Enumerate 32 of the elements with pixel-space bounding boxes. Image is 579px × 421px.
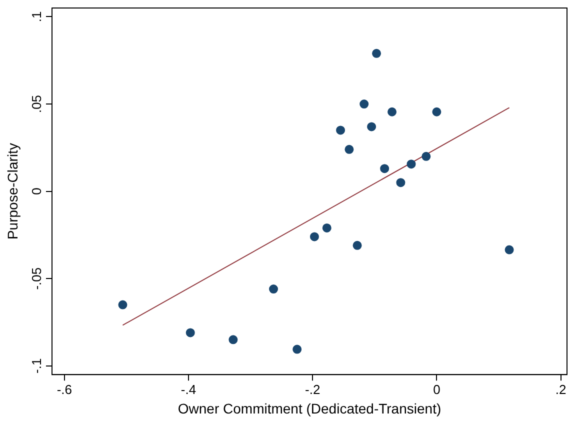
x-tick-label: 0	[433, 382, 440, 397]
x-tick-label: -.6	[56, 382, 72, 397]
point	[269, 284, 278, 294]
y-tick-label: -.1	[29, 358, 44, 374]
point	[422, 152, 431, 161]
point	[406, 160, 416, 169]
point	[292, 344, 302, 354]
point	[344, 144, 354, 154]
y-axis-title: Purpose-Clarity	[4, 143, 20, 240]
y-tick-label: .1	[29, 11, 44, 22]
x-tick-label: -.4	[180, 382, 196, 397]
x-tick-label: -.2	[305, 382, 320, 397]
point	[360, 100, 369, 109]
x-axis-title: Owner Commitment (Dedicated-Transient)	[178, 400, 442, 416]
point	[380, 164, 390, 174]
point	[396, 178, 406, 188]
point	[367, 122, 376, 132]
y-tick-label: .05	[29, 94, 44, 114]
point	[186, 328, 195, 338]
point	[310, 232, 319, 242]
point	[388, 107, 397, 116]
point	[432, 107, 442, 116]
x-tick-label: .2	[555, 382, 566, 397]
point	[336, 126, 346, 135]
y-tick-label: -.05	[29, 267, 44, 290]
point	[322, 223, 332, 232]
point	[504, 245, 514, 254]
point	[118, 300, 128, 310]
y-tick-label: 0	[29, 188, 44, 195]
point	[372, 48, 382, 58]
point	[352, 240, 362, 250]
point	[228, 335, 238, 344]
